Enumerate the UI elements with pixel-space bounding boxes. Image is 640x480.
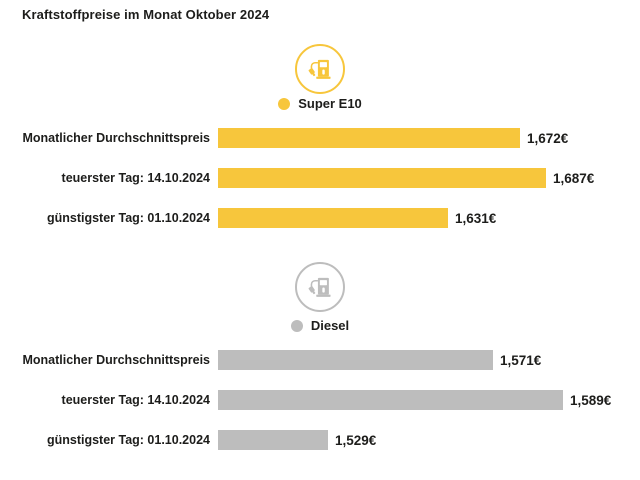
bar xyxy=(218,208,448,228)
diesel-section-icon xyxy=(0,262,640,312)
bar-category-label: günstigster Tag: 01.10.2024 xyxy=(46,433,210,447)
bar-row: Monatlicher Durchschnittspreis 1,672€ xyxy=(0,128,594,148)
diesel-bars: Monatlicher Durchschnittspreis 1,571€ teue… xyxy=(0,350,611,470)
bar xyxy=(218,390,563,410)
bar-category-label: Monatlicher Durchschnittspreis xyxy=(22,353,210,367)
diesel-legend-dot xyxy=(290,319,303,332)
diesel-legend-label: Diesel xyxy=(310,318,350,333)
bar-row: teuerster Tag: 14.10.2024 1,589€ xyxy=(0,390,611,410)
bar-row: Monatlicher Durchschnittspreis 1,571€ xyxy=(0,350,611,370)
bar-value-label: 1,687€ xyxy=(553,170,595,186)
fuel-pump-icon xyxy=(295,44,345,94)
bar-value-label: 1,631€ xyxy=(455,210,497,226)
super-e10-section-icon xyxy=(0,44,640,94)
bar xyxy=(218,168,546,188)
bar xyxy=(218,128,520,148)
bar xyxy=(218,350,493,370)
bar-value-label: 1,529€ xyxy=(335,432,377,448)
page-title: Kraftstoffpreise im Monat Oktober 2024 xyxy=(22,7,270,22)
super-e10-bars: Monatlicher Durchschnittspreis 1,672€ teue… xyxy=(0,128,594,248)
bar-value-label: 1,589€ xyxy=(570,392,612,408)
bar-row: günstigster Tag: 01.10.2024 1,631€ xyxy=(0,208,594,228)
bar-category-label: teuerster Tag: 14.10.2024 xyxy=(61,393,210,407)
bar-category-label: Monatlicher Durchschnittspreis xyxy=(22,131,210,145)
bar-row: teuerster Tag: 14.10.2024 1,687€ xyxy=(0,168,594,188)
fuel-pump-icon xyxy=(295,262,345,312)
bar-category-label: teuerster Tag: 14.10.2024 xyxy=(61,171,210,185)
bar-value-label: 1,672€ xyxy=(527,130,569,146)
diesel-legend: Diesel xyxy=(0,318,640,333)
bar-category-label: günstigster Tag: 01.10.2024 xyxy=(46,211,210,225)
bar-row: günstigster Tag: 01.10.2024 1,529€ xyxy=(0,430,611,450)
bar-value-label: 1,571€ xyxy=(500,352,542,368)
super-e10-legend-label: Super E10 xyxy=(298,96,362,111)
super-e10-legend-dot xyxy=(278,97,291,110)
bar xyxy=(218,430,328,450)
super-e10-legend: Super E10 xyxy=(0,96,640,111)
